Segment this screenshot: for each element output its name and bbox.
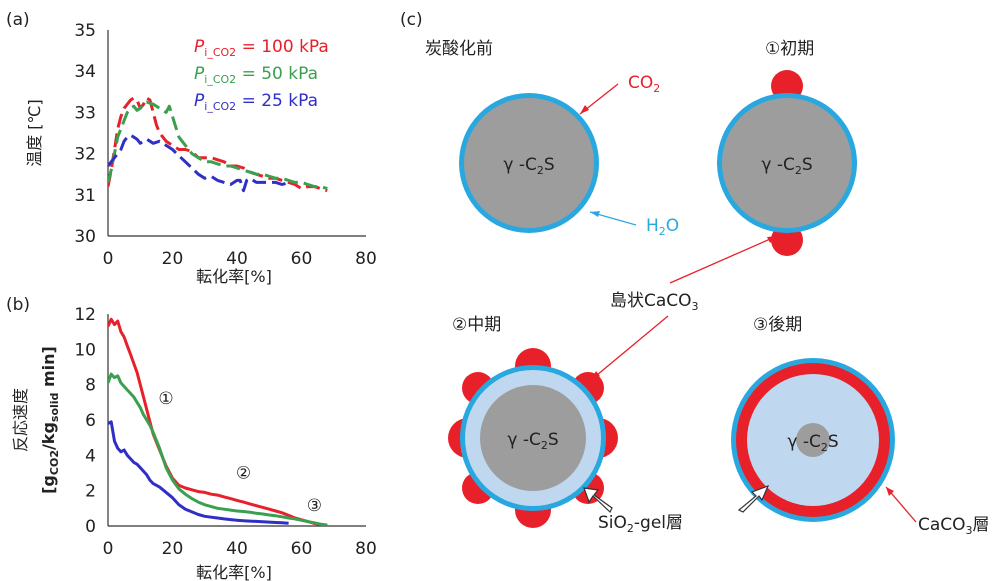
island-label: 島状CaCO3 (610, 291, 699, 313)
series-line (108, 100, 328, 191)
panel-a-axes (107, 30, 366, 237)
panel-b: (b) 0 2 4 6 8 10 12 0 20 40 60 80 ① ② ③ 反応速度 [gCO2/k… (6, 295, 377, 581)
core-label-middle: γ -C2S (507, 430, 558, 452)
panel-a-y-ticks: 30 31 32 33 34 35 (74, 21, 96, 247)
panel-c: (c) 炭酸化前 γ -C2S CO2 H2O ①初期 γ -C2 (400, 10, 990, 537)
panel-b-y-unit: [gCO2/kgsolid min] (39, 346, 61, 494)
stage-label: ② (236, 463, 251, 483)
panel-a-label: (a) (6, 10, 30, 30)
late-sio2-arrow (737, 484, 770, 513)
series-line (108, 372, 328, 526)
panel-a-legend: Pi_CO2 = 100 kPa Pi_CO2 = 50 kPa Pi_CO2 = … (194, 37, 329, 113)
y-tick-label: 31 (74, 186, 96, 206)
panel-a-y-label: 温度 [℃] (25, 99, 44, 167)
panel-b-y-ticks: 0 2 4 6 8 10 12 (74, 305, 96, 537)
core-label-before: γ -C2S (503, 155, 554, 177)
island-arrow-upper (669, 235, 778, 284)
caco3-annotation: CaCO3層 (885, 486, 990, 537)
y-tick-label: 8 (85, 376, 96, 396)
y-tick-label: 30 (74, 227, 96, 247)
legend-entry: Pi_CO2 = 50 kPa (194, 64, 318, 86)
sio2-arrow (583, 487, 613, 513)
legend-entry: Pi_CO2 = 25 kPa (194, 91, 318, 113)
series-line (108, 317, 328, 526)
y-tick-label: 34 (74, 62, 96, 82)
x-tick-label: 0 (103, 539, 114, 559)
x-tick-label: 0 (103, 249, 114, 269)
h2o-arrow-head (590, 211, 600, 217)
x-tick-label: 20 (162, 539, 184, 559)
panel-b-x-label: 転化率[%] (196, 563, 272, 581)
co2-arrow-head (580, 105, 589, 114)
stage-label: ③ (307, 496, 322, 516)
panel-a: (a) 30 31 32 33 34 35 0 20 40 60 80 温度 [℃] 転化率[%]… (6, 10, 377, 286)
panel-c-label: (c) (400, 10, 423, 30)
panel-a-x-label: 転化率[%] (196, 267, 272, 286)
y-tick-label: 33 (74, 103, 96, 123)
core-label-early: γ -C2S (761, 155, 812, 177)
island-arrow-lower (590, 315, 669, 381)
title-early: ①初期 (765, 39, 814, 59)
title-before: 炭酸化前 (425, 39, 493, 59)
co2-label: CO2 (628, 73, 660, 95)
sio2-label: SiO2-gel層 (598, 513, 683, 535)
y-tick-label: 6 (85, 411, 96, 431)
caco3-label: CaCO3層 (918, 515, 990, 537)
x-tick-label: 60 (291, 539, 313, 559)
y-tick-label: 10 (74, 340, 96, 360)
co2-annotation: CO2 (579, 73, 660, 115)
particle-late: ③後期 γ -C2S (731, 315, 895, 522)
series-line (108, 133, 290, 193)
title-middle: ②中期 (452, 315, 501, 335)
island-arrow-upper-head (767, 236, 777, 243)
panel-b-x-ticks: 0 20 40 60 80 (103, 539, 377, 559)
caco3-arrow-head (886, 487, 894, 496)
island-annotation: 島状CaCO3 (590, 235, 778, 381)
series-line (108, 420, 289, 525)
series-line (108, 96, 328, 193)
h2o-annotation: H2O (589, 211, 679, 238)
panel-a-series (108, 96, 328, 193)
x-tick-label: 40 (226, 539, 248, 559)
y-tick-label: 2 (85, 482, 96, 502)
particle-before: 炭酸化前 γ -C2S (425, 39, 599, 233)
x-tick-label: 80 (355, 539, 377, 559)
c2s-core (464, 98, 594, 228)
h2o-label: H2O (646, 216, 679, 238)
title-late: ③後期 (753, 315, 802, 335)
panel-a-x-ticks: 0 20 40 60 80 (103, 249, 377, 269)
x-tick-label: 40 (226, 249, 248, 269)
y-tick-label: 35 (74, 21, 96, 41)
panel-b-label: (b) (6, 295, 30, 315)
y-tick-label: 0 (85, 517, 96, 537)
c2s-core (480, 385, 586, 491)
y-tick-label: 12 (74, 305, 96, 325)
y-tick-label: 32 (74, 145, 96, 165)
c2s-core (796, 423, 830, 457)
stage-label: ① (158, 389, 173, 409)
x-tick-label: 80 (355, 249, 377, 269)
y-tick-label: 4 (85, 446, 96, 466)
x-tick-label: 20 (162, 249, 184, 269)
c2s-core (722, 98, 852, 228)
panel-b-y-label: 反応速度 (11, 388, 30, 452)
x-tick-label: 60 (291, 249, 313, 269)
panel-b-series (108, 317, 328, 526)
panel-b-stage-labels: ① ② ③ (158, 389, 322, 516)
legend-entry: Pi_CO2 = 100 kPa (194, 37, 329, 59)
sio2-annotation: SiO2-gel層 (583, 487, 683, 535)
particle-early: ①初期 γ -C2S (717, 39, 857, 256)
core-label-late: γ -C2S (787, 432, 838, 454)
late-sio2-annotation (737, 484, 770, 513)
